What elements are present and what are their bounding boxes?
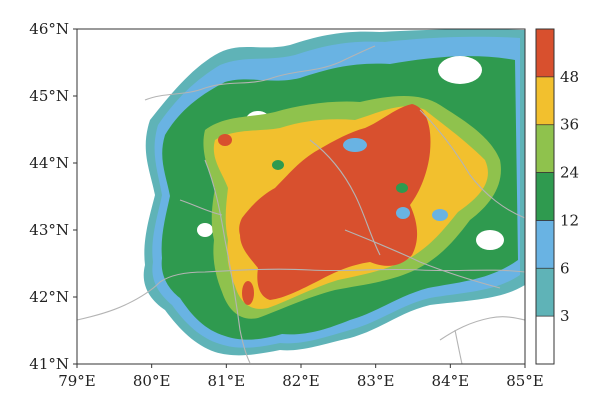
colorbar-label: 36 [560,116,579,134]
colorbar-label: 24 [560,164,579,182]
colorbar-label: 48 [560,68,579,86]
lon-tick-label: 83°E [357,372,395,390]
colorbar-swatch [536,29,554,77]
boundary-lines [76,45,526,365]
colorbar-frame [535,28,555,365]
dry-pocket [197,223,213,237]
colorbar-swatch [536,268,554,317]
lon-tick-label: 84°E [432,372,470,390]
contour-islet [396,207,410,219]
lat-tick-label: 44°N [29,154,69,172]
lon-axis: 79°E 80°E 81°E 82°E 83°E 84°E 85°E [58,364,544,390]
lon-tick-label: 80°E [133,372,171,390]
lat-tick-label: 41°N [29,355,69,373]
colorbar-swatch [536,316,554,364]
contour-islet [343,138,367,152]
contour-band-48-plus [218,134,232,146]
colorbar-swatch [536,220,554,269]
contour-band-48-plus [239,104,431,300]
lat-axis: 46°N 45°N 44°N 43°N 42°N 41°N [29,20,77,373]
contour-islet [432,209,448,221]
dry-pocket [438,56,482,84]
colorbar-swatch [536,172,554,221]
colorbar-label: 6 [560,259,570,277]
contour-islet [396,183,408,193]
contour-islet [272,160,284,170]
lon-tick-label: 79°E [58,372,96,390]
lon-tick-label: 81°E [208,372,246,390]
lat-tick-label: 45°N [29,87,69,105]
lat-tick-label: 46°N [29,20,69,38]
colorbar-label: 3 [560,307,570,325]
dry-pocket [476,230,504,250]
lon-tick-label: 82°E [282,372,320,390]
colorbar-swatch [536,76,554,125]
lat-tick-label: 42°N [29,288,69,306]
colorbar-swatch [536,124,554,173]
map-plot-area [76,28,526,365]
contour-band-48-plus [242,281,254,305]
lon-tick-label: 85°E [506,372,544,390]
colorbar-label: 12 [560,211,579,229]
lat-tick-label: 43°N [29,221,69,239]
colorbar: 48 36 24 12 6 3 [535,28,579,365]
